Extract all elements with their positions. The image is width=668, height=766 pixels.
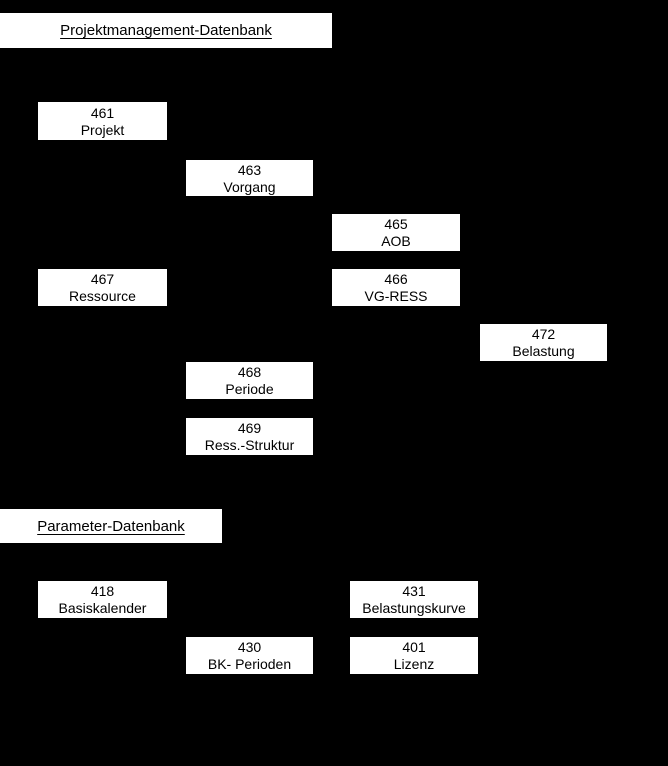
entity-number: 463: [237, 161, 262, 178]
group-header-label: Projektmanagement-Datenbank: [60, 22, 272, 39]
entity-name: BK- Perioden: [207, 656, 292, 672]
entity-box: 461 Projekt: [38, 102, 167, 140]
entity-box: 401 Lizenz: [350, 637, 478, 674]
group-header-projektmanagement: Projektmanagement-Datenbank: [0, 13, 332, 48]
entity-name: Belastung: [512, 343, 575, 359]
entity-number: 418: [90, 583, 115, 599]
group-header-parameter: Parameter-Datenbank: [0, 509, 222, 543]
entity-number: 466: [384, 271, 408, 287]
entity-name: AOB: [381, 233, 411, 249]
entity-box: 463 Vorgang: [186, 160, 313, 196]
entity-name: Basiskalender: [58, 600, 147, 616]
entity-name: VG-RESS: [364, 288, 428, 304]
entity-box: 418 Basiskalender: [38, 581, 167, 618]
entity-number: 469: [237, 420, 262, 436]
entity-name: Projekt: [80, 121, 125, 138]
entity-name: Periode: [225, 381, 274, 397]
entity-number: 431: [402, 583, 426, 599]
entity-box: 466 VG-RESS: [332, 269, 460, 306]
entity-name: Vorgang: [223, 178, 276, 195]
entity-number: 465: [384, 216, 408, 232]
entity-box: 465 AOB: [332, 214, 460, 251]
entity-box: 467 Ressource: [38, 269, 167, 306]
entity-name: Ress.-Struktur: [204, 437, 295, 453]
entity-box: 431 Belastungskurve: [350, 581, 478, 618]
entity-name: Belastungskurve: [362, 600, 466, 616]
entity-box: 430 BK- Perioden: [186, 637, 313, 674]
entity-box: 468 Periode: [186, 362, 313, 399]
group-header-label: Parameter-Datenbank: [37, 517, 185, 535]
entity-number: 401: [402, 639, 426, 655]
entity-box: 472 Belastung: [480, 324, 607, 361]
entity-name: Ressource: [69, 288, 136, 304]
entity-name: Lizenz: [393, 656, 435, 672]
entity-number: 461: [90, 104, 115, 121]
entity-number: 467: [90, 271, 115, 287]
entity-number: 472: [531, 326, 556, 342]
entity-number: 430: [237, 639, 262, 655]
entity-box: 469 Ress.-Struktur: [186, 418, 313, 455]
entity-number: 468: [237, 364, 262, 380]
